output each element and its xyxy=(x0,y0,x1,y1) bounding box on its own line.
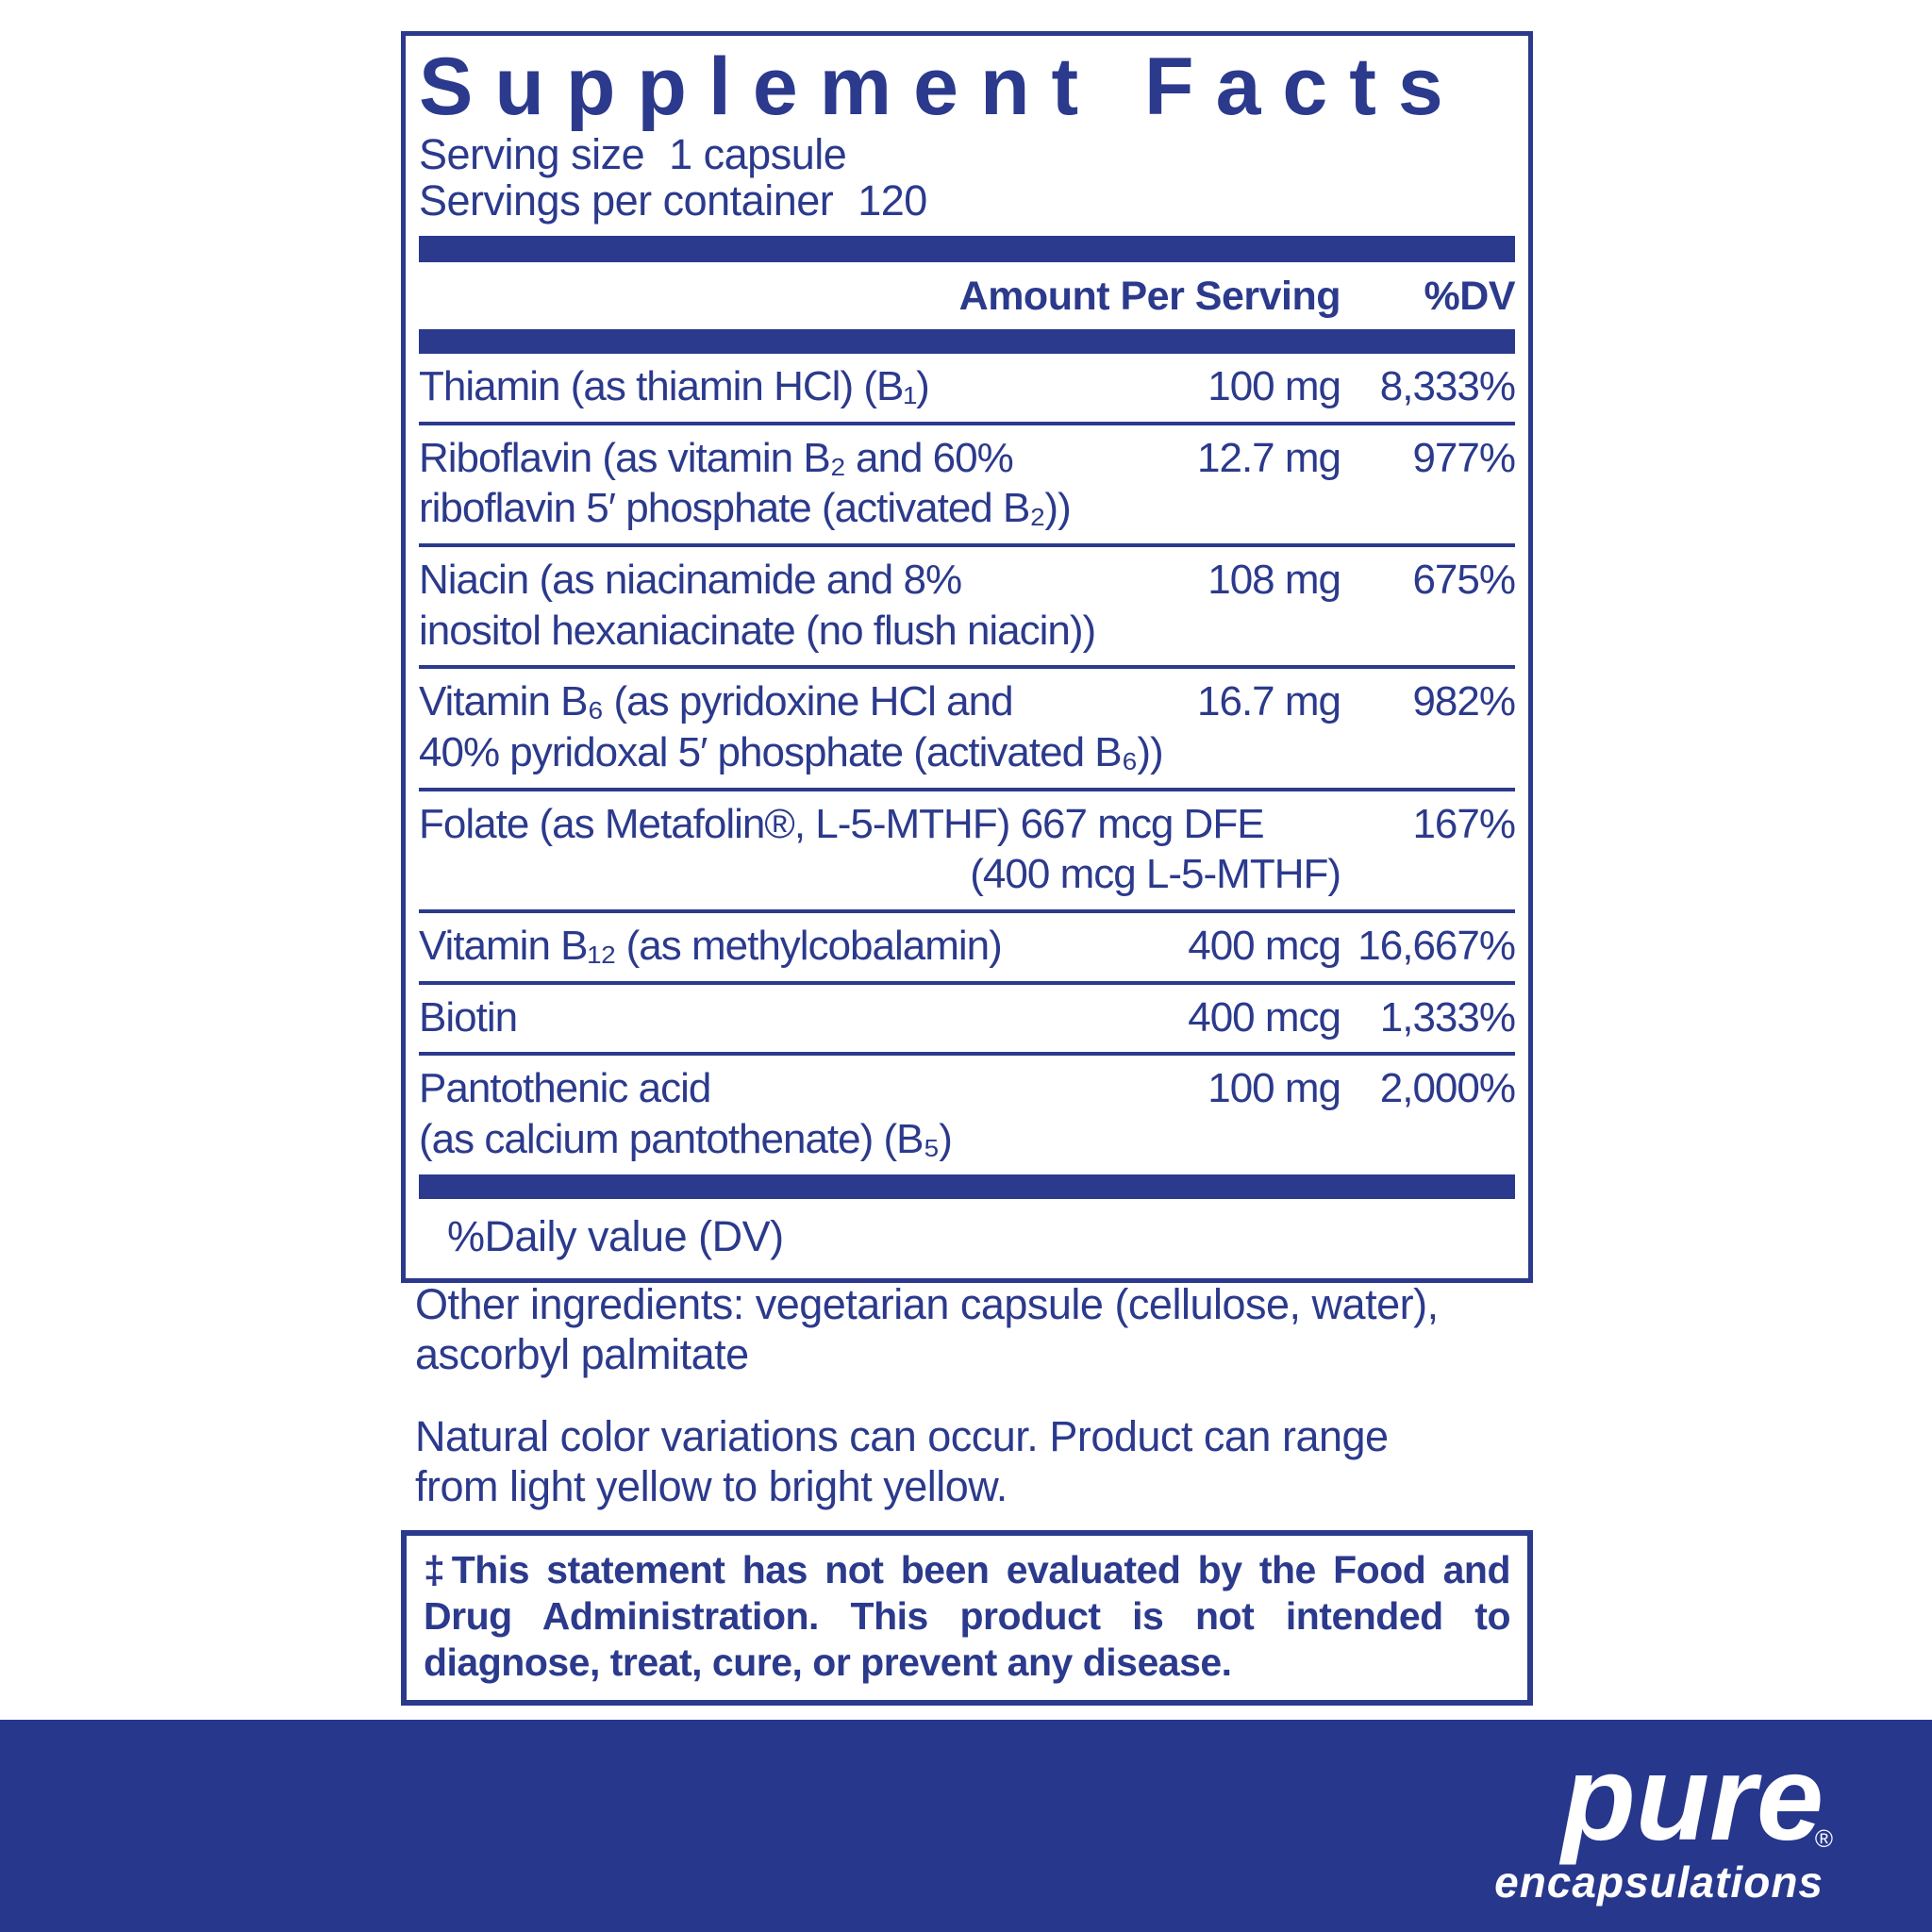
supplement-facts-panel: Supplement Facts Serving size 1 capsule S… xyxy=(401,31,1533,1283)
nutrient-name: Vitamin B₆ (as pyridoxine HCl and xyxy=(419,678,1014,725)
color-note-line1: Natural color variations can occur. Prod… xyxy=(415,1412,1389,1460)
table-row-riboflavin: Riboflavin (as vitamin B₂ and 60% 12.7 m… xyxy=(419,425,1516,547)
nutrient-name: Biotin xyxy=(419,993,518,1041)
nutrient-name: Folate (as Metafolin®, L-5-MTHF) 667 mcg… xyxy=(419,800,1265,847)
color-variation-note: Natural color variations can occur. Prod… xyxy=(415,1411,1533,1511)
table-row-thiamin: Thiamin (as thiamin HCl) (B₁) 100 mg 8,3… xyxy=(419,354,1516,425)
nutrient-name: Pantothenic acid xyxy=(419,1065,711,1112)
servings-per-container-label: Servings per container xyxy=(419,176,834,225)
other-ingredients-line1: Other ingredients: vegetarian capsule (c… xyxy=(415,1280,1439,1328)
amount-per-serving-header: Amount Per Serving xyxy=(958,273,1341,319)
nutrient-amount: 100 mg xyxy=(1208,1065,1341,1112)
nutrient-dv: 2,000% xyxy=(1379,1065,1516,1112)
daily-value-footnote: %Daily value (DV) xyxy=(447,1211,784,1260)
nutrient-dv: 675% xyxy=(1412,556,1516,603)
nutrient-amount: 400 mcg xyxy=(1188,922,1341,969)
brand-subname: encapsulations ® xyxy=(1494,1826,1833,1907)
table-row-niacin: Niacin (as niacinamide and 8% 108 mg 675… xyxy=(419,547,1516,670)
nutrient-dv: 982% xyxy=(1412,678,1516,725)
nutrient-name-line2: riboflavin 5′ phosphate (activated B₂)) xyxy=(419,485,1072,532)
other-ingredients-line2: ascorbyl palmitate xyxy=(415,1330,749,1379)
brand-logo: pure encapsulations ® xyxy=(1494,1731,1833,1907)
other-ingredients-text: Other ingredients: vegetarian capsule (c… xyxy=(415,1279,1533,1379)
table-row-folate: Folate (as Metafolin®, L-5-MTHF) 667 mcg… xyxy=(419,791,1516,913)
servings-per-container-row: Servings per container 120 xyxy=(419,177,1515,225)
nutrient-dv: 977% xyxy=(1412,434,1516,481)
nutrient-name-line2: 40% pyridoxal 5′ phosphate (activated B₆… xyxy=(419,728,1164,775)
nutrient-dv: 16,667% xyxy=(1357,922,1516,969)
brand-name: pure xyxy=(1561,1731,1824,1866)
thick-divider-bottom xyxy=(419,1174,1515,1199)
nutrient-name: Vitamin B₁₂ (as methylcobalamin) xyxy=(419,922,1003,969)
table-row-vitamin-b6: Vitamin B₆ (as pyridoxine HCl and 16.7 m… xyxy=(419,669,1516,791)
disclaimer-line3: diagnose, treat, cure, or prevent any di… xyxy=(424,1641,1232,1685)
nutrient-table: Thiamin (as thiamin HCl) (B₁) 100 mg 8,3… xyxy=(419,354,1516,1174)
table-row-vitamin-b12: Vitamin B₁₂ (as methylcobalamin) 400 mcg… xyxy=(419,913,1516,985)
dv-header: %DV xyxy=(1424,273,1516,319)
thick-divider-header xyxy=(419,328,1515,354)
table-row-biotin: Biotin 400 mcg 1,333% xyxy=(419,985,1516,1057)
nutrient-dv: 8,333% xyxy=(1379,362,1516,409)
thick-divider-top xyxy=(419,235,1515,262)
servings-per-container-value: 120 xyxy=(858,176,927,225)
nutrient-name-line2: (as calcium pantothenate) (B₅) xyxy=(419,1115,953,1162)
column-header-row: Amount Per Serving %DV xyxy=(419,262,1516,329)
brand-footer-bar: pure encapsulations ® xyxy=(0,1720,1932,1932)
nutrient-amount: 16.7 mg xyxy=(1197,678,1341,725)
disclaimer-line1: ‡This statement has not been evaluated b… xyxy=(424,1548,1511,1591)
nutrient-amount: 108 mg xyxy=(1208,556,1341,603)
nutrient-name: Niacin (as niacinamide and 8% xyxy=(419,556,962,603)
fda-disclaimer-box: ‡This statement has not been evaluated b… xyxy=(401,1530,1533,1706)
serving-size-label: Serving size xyxy=(419,129,645,178)
nutrient-dv: 167% xyxy=(1412,800,1516,847)
nutrient-amount: 12.7 mg xyxy=(1197,434,1341,481)
nutrient-name-line2: (400 mcg L-5-MTHF) xyxy=(970,851,1341,898)
nutrient-name: Riboflavin (as vitamin B₂ and 60% xyxy=(419,434,1014,481)
nutrient-name: Thiamin (as thiamin HCl) (B₁) xyxy=(419,362,930,409)
panel-title: Supplement Facts xyxy=(419,42,1465,132)
nutrient-dv: 1,333% xyxy=(1379,993,1516,1041)
color-note-line2: from light yellow to bright yellow. xyxy=(415,1462,1008,1511)
serving-size-row: Serving size 1 capsule xyxy=(419,131,1515,178)
nutrient-amount: 100 mg xyxy=(1208,362,1341,409)
nutrient-amount: 400 mcg xyxy=(1188,993,1341,1041)
table-row-pantothenic-acid: Pantothenic acid 100 mg 2,000% (as calci… xyxy=(419,1056,1516,1174)
disclaimer-line2: Drug Administration. This product is not… xyxy=(424,1594,1511,1639)
nutrient-name-line2: inositol hexaniacinate (no flush niacin)… xyxy=(419,607,1096,654)
brand-subname-text: encapsulations xyxy=(1494,1857,1824,1907)
registered-mark: ® xyxy=(1814,1824,1833,1853)
serving-size-value: 1 capsule xyxy=(669,129,847,178)
